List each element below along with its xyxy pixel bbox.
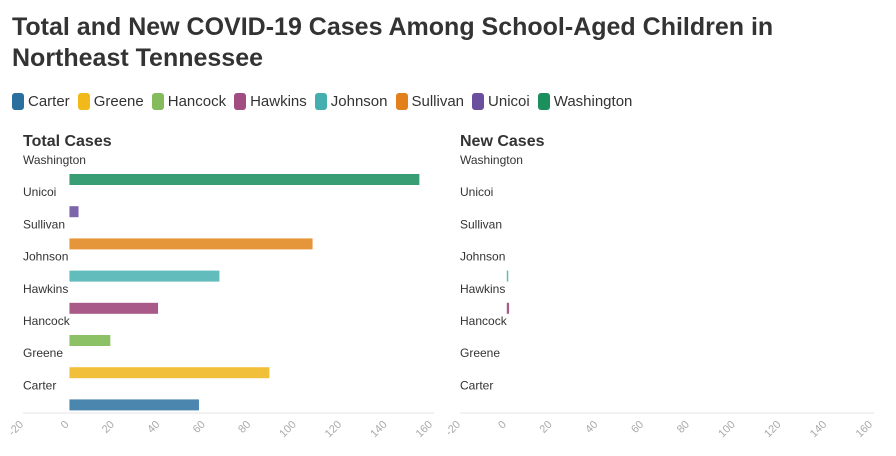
legend-label-washington: Washington	[553, 93, 633, 110]
total-bar-hancock[interactable]	[69, 335, 111, 346]
total-x-tick-label: -20	[6, 419, 26, 439]
total-bar-hawkins[interactable]	[69, 302, 159, 314]
new-x-tick-label: 120	[762, 419, 783, 440]
legend-swatch-hancock	[151, 93, 164, 110]
total-x-tick-label: 0	[59, 419, 72, 432]
total-category-label: Sullivan	[23, 217, 65, 231]
new-bar-hawkins[interactable]	[506, 302, 510, 314]
legend-swatch-washington	[537, 93, 550, 110]
total-bar-carter[interactable]	[69, 399, 199, 411]
new-category-label: Hancock	[460, 314, 508, 328]
total-category-label: Hawkins	[23, 282, 68, 296]
legend-swatch-greene	[77, 93, 90, 110]
total-cases-title: Total Cases	[23, 133, 112, 150]
total-x-tick-label: 60	[191, 419, 208, 436]
new-category-label: Johnson	[460, 250, 505, 264]
total-bar-washington[interactable]	[69, 174, 420, 185]
legend-label-hancock: Hancock	[167, 93, 227, 110]
new-x-tick-label: 40	[583, 419, 600, 436]
total-category-label: Unicoi	[23, 185, 56, 199]
legend-swatch-johnson	[314, 93, 327, 110]
legend-label-johnson: Johnson	[330, 93, 388, 110]
new-bar-johnson[interactable]	[506, 270, 509, 282]
legend-swatch-sullivan	[395, 93, 408, 110]
legend-swatch-hawkins	[234, 93, 247, 110]
new-x-tick-label: 60	[629, 419, 646, 436]
legend-item-hawkins[interactable]: Hawkins	[234, 93, 307, 110]
new-cases-title: New Cases	[460, 133, 545, 150]
new-category-label: Washington	[460, 153, 523, 167]
new-x-tick-label: 80	[675, 419, 692, 436]
legend-label-carter: Carter	[28, 93, 70, 110]
total-category-label: Hancock	[23, 314, 71, 328]
legend-item-johnson[interactable]: Johnson	[314, 93, 388, 110]
total-x-tick-label: 160	[414, 419, 435, 440]
new-x-tick-label: 140	[808, 419, 829, 440]
total-x-tick-label: 80	[236, 419, 253, 436]
legend-label-sullivan: Sullivan	[411, 93, 465, 110]
total-category-label: Carter	[23, 378, 56, 392]
new-x-tick-label: -20	[443, 419, 463, 439]
total-x-tick-label: 100	[277, 419, 298, 440]
new-category-label: Unicoi	[460, 185, 493, 199]
total-category-label: Greene	[23, 346, 63, 360]
total-x-tick-label: 120	[323, 419, 344, 440]
total-x-tick-label: 140	[368, 419, 389, 440]
new-category-label: Greene	[460, 346, 500, 360]
legend-item-sullivan[interactable]: Sullivan	[395, 93, 465, 110]
legend-swatch-unicoi	[472, 93, 485, 110]
total-category-label: Washington	[23, 153, 86, 167]
new-category-label: Hawkins	[460, 282, 505, 296]
legend-label-hawkins: Hawkins	[250, 93, 307, 110]
chart-title: Total and New COVID-19 Cases Among Schoo…	[12, 13, 774, 72]
legend-item-hancock[interactable]: Hancock	[151, 93, 227, 110]
new-x-tick-label: 20	[538, 419, 555, 436]
total-category-label: Johnson	[23, 250, 68, 264]
total-x-tick-label: 40	[145, 419, 162, 436]
total-bar-sullivan[interactable]	[69, 238, 313, 250]
total-bar-unicoi[interactable]	[69, 206, 79, 218]
legend-swatch-carter	[12, 93, 24, 110]
total-bar-greene[interactable]	[69, 367, 270, 379]
legend-label-unicoi: Unicoi	[488, 93, 530, 110]
legend-item-unicoi[interactable]: Unicoi	[472, 93, 530, 110]
new-x-tick-label: 100	[716, 419, 737, 440]
new-x-tick-label: 0	[496, 419, 509, 432]
new-x-tick-label: 160	[854, 419, 875, 440]
legend-item-greene[interactable]: Greene	[77, 93, 144, 110]
new-category-label: Sullivan	[460, 217, 502, 231]
new-category-label: Carter	[460, 378, 493, 392]
legend-label-greene: Greene	[93, 93, 144, 110]
legend-item-carter[interactable]: Carter	[12, 93, 70, 110]
legend: Carter Greene Hancock Hawkins Johnson Su…	[12, 93, 640, 110]
legend-item-washington[interactable]: Washington	[537, 93, 633, 110]
total-bar-johnson[interactable]	[69, 270, 220, 282]
total-x-tick-label: 20	[100, 419, 117, 436]
